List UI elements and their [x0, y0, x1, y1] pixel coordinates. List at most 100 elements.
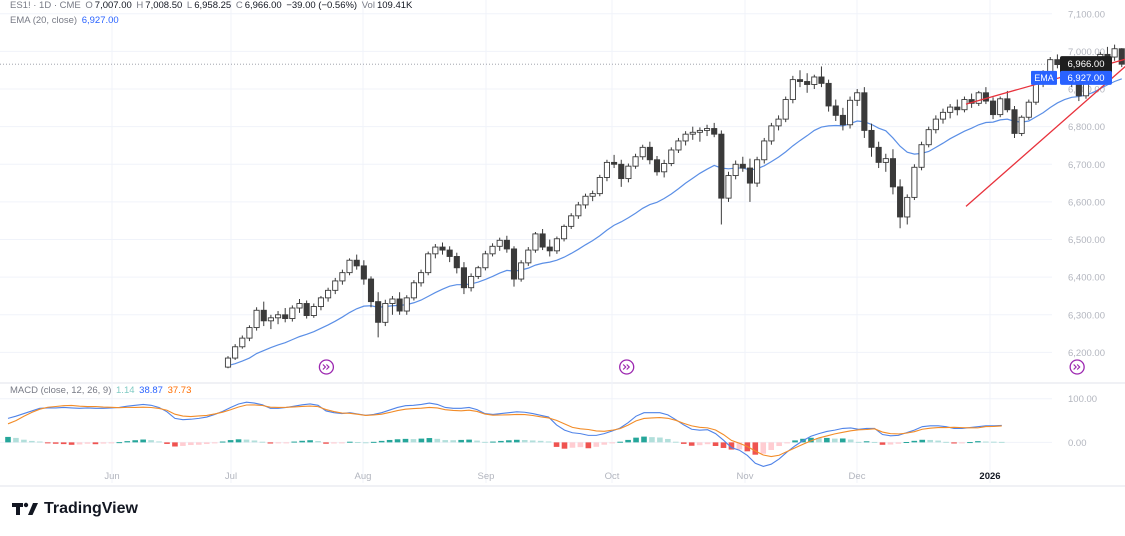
candle-body: [804, 81, 811, 85]
candle-body: [260, 309, 267, 322]
macd-hist-bar: [863, 441, 870, 443]
price-chart[interactable]: 6,200.00 6,300.00 6,400.00 6,500.00 6,600.00…: [0, 0, 1125, 490]
ema-price-tag: [1060, 70, 1112, 85]
macd-hist-bar: [434, 438, 441, 443]
macd-hist-bar: [975, 441, 981, 443]
candle-body: [675, 140, 682, 151]
symbol-label[interactable]: ES1! · 1D · CME: [10, 0, 81, 11]
price-axis-label: 6,300.00: [1068, 310, 1105, 321]
time-axis-label: Oct: [605, 471, 620, 482]
macd-hist-bar: [68, 442, 75, 445]
candle-body: [661, 163, 668, 173]
macd-hist-bar: [44, 442, 51, 444]
macd-signal-line: [7, 404, 1002, 458]
close-value: 6,966.00: [244, 0, 282, 11]
candle-body: [367, 278, 375, 303]
macd-hist-value: 1.14: [116, 385, 135, 396]
candle-body: [475, 267, 482, 277]
candle-body: [439, 246, 446, 251]
candle-body: [418, 272, 425, 284]
last-price-tag-value: 6,966.00: [1068, 59, 1105, 70]
candle-body: [561, 225, 568, 240]
macd-hist-bar: [148, 440, 154, 443]
macd-hist-bar: [378, 440, 385, 443]
macd-hist-bar: [704, 442, 711, 445]
event-marker-icon[interactable]: [619, 359, 635, 375]
candle-body: [503, 239, 510, 250]
candle-body: [761, 140, 768, 161]
candle-body: [468, 275, 475, 289]
macd-hist-bar: [442, 440, 449, 443]
macd-hist-bar: [545, 441, 552, 443]
ema-legend[interactable]: EMA (20, close) 6,927.00: [10, 15, 121, 26]
candle-body: [375, 301, 382, 323]
candle-body: [589, 193, 596, 197]
candle-body: [611, 161, 618, 165]
macd-hist-bar: [259, 441, 266, 443]
candle-body: [975, 92, 982, 104]
candle-body: [239, 337, 246, 348]
candle-body: [746, 167, 753, 184]
macd-line: [7, 401, 1002, 467]
candle-body: [825, 82, 832, 107]
candle-body: [889, 158, 896, 188]
candle-body: [518, 262, 525, 280]
macd-hist-bar: [593, 442, 600, 447]
macd-hist-bar: [76, 442, 83, 445]
candle-body: [596, 176, 603, 195]
candle-body: [961, 99, 968, 111]
macd-hist-bar: [219, 441, 226, 443]
price-axis-label: 7,100.00: [1068, 9, 1105, 20]
tradingview-logo[interactable]: TradingView: [12, 500, 138, 518]
candle-body: [389, 298, 396, 304]
macd-hist-bar: [784, 442, 790, 444]
macd-hist-bar: [553, 442, 560, 447]
candle-body: [818, 76, 825, 84]
macd-hist-bar: [506, 440, 512, 443]
macd-hist-bar: [633, 437, 639, 443]
brand-name: TradingView: [44, 500, 138, 517]
candle-body: [668, 149, 675, 164]
candle-body: [997, 98, 1004, 116]
candle-body: [911, 166, 918, 198]
macd-hist-bar: [132, 440, 138, 443]
candle-body: [296, 303, 303, 309]
price-axis-label: 6,700.00: [1068, 160, 1105, 171]
price-axis-label: 6,600.00: [1068, 197, 1105, 208]
macd-hist-bar: [211, 442, 218, 444]
macd-hist-bar: [529, 440, 536, 443]
candle-body: [854, 92, 861, 101]
macd-signal-value: 37.73: [167, 385, 192, 396]
close-label: C: [235, 0, 243, 11]
macd-hist-bar: [736, 442, 743, 450]
candle-body: [990, 100, 997, 116]
candle-body: [868, 129, 875, 148]
macd-hist-bar: [879, 442, 886, 445]
macd-hist-bar: [394, 439, 401, 443]
macd-hist-bar: [307, 440, 313, 443]
candle-body: [382, 303, 389, 323]
candle-body: [410, 282, 417, 299]
candle-body: [489, 245, 496, 255]
macd-hist-bar: [370, 441, 377, 443]
event-marker-icon[interactable]: [1069, 359, 1085, 375]
macd-hist-bar: [29, 440, 35, 443]
volume-value: 109.41K: [376, 0, 413, 11]
trendline: [965, 65, 1125, 207]
candle-body: [689, 131, 696, 135]
macd-hist-bar: [108, 442, 115, 444]
macd-line-value: 38.87: [139, 385, 163, 396]
macd-hist-bar: [315, 441, 321, 443]
candle-body: [1054, 59, 1061, 66]
candle-body: [553, 238, 560, 252]
macd-hist-bar: [402, 438, 409, 443]
candle-body: [632, 156, 639, 167]
candle-body: [1032, 82, 1039, 103]
macd-hist-bar: [657, 437, 663, 443]
candle-body: [289, 307, 296, 320]
ema-line: [227, 78, 1122, 367]
event-marker-icon[interactable]: [318, 359, 335, 375]
macd-legend[interactable]: MACD (close, 12, 26, 9) 1.14 38.87 37.73: [10, 385, 193, 396]
candle-body: [432, 246, 439, 255]
